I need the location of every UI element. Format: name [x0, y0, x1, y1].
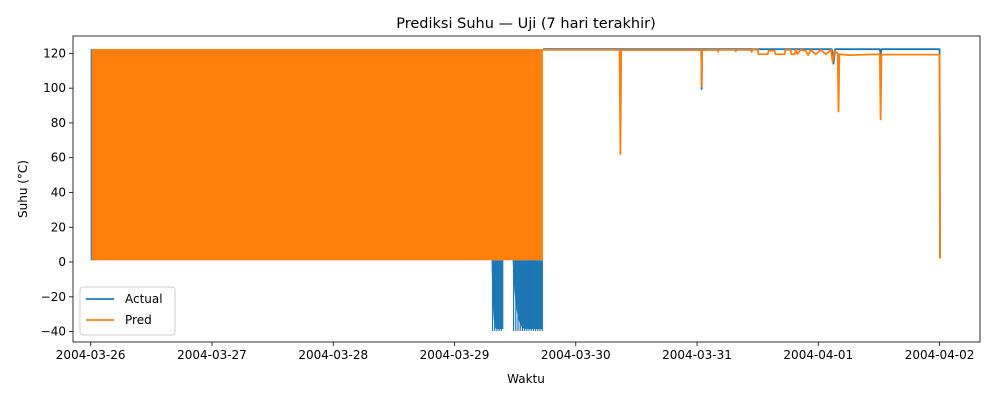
- y-tick-label: 20: [51, 220, 66, 234]
- legend-label-actual: Actual: [125, 292, 163, 306]
- noisy-band-layer: [90, 49, 543, 331]
- x-axis: 2004-03-26 2004-03-27 2004-03-28 2004-03-29…: [56, 342, 975, 362]
- plot-frame: [72, 35, 981, 343]
- x-tick-label: 2004-03-28: [298, 348, 368, 362]
- y-tick-label: 60: [51, 151, 66, 165]
- y-tick-label: 0: [58, 255, 66, 269]
- y-axis: −40 −20 0 20 40 60 80 100 120: [41, 46, 73, 339]
- x-tick-label: 2004-03-27: [177, 348, 247, 362]
- y-tick-label: 120: [43, 46, 66, 60]
- x-tick-label: 2004-03-26: [56, 348, 126, 362]
- series-layer: [542, 48, 941, 259]
- x-tick-label: 2004-03-30: [541, 348, 611, 362]
- x-tick-label: 2004-03-31: [662, 348, 732, 362]
- x-tick-label: 2004-04-01: [783, 348, 853, 362]
- y-tick-label: −40: [41, 325, 66, 339]
- legend: Actual Pred: [79, 286, 176, 336]
- chart-title: Prediksi Suhu — Uji (7 hari terakhir): [396, 16, 656, 32]
- y-axis-label: Suhu (°C): [16, 160, 30, 218]
- x-tick-label: 2004-03-29: [420, 348, 490, 362]
- x-tick-label: 2004-04-02: [905, 348, 975, 362]
- pred-noisy-band: [91, 49, 543, 261]
- legend-label-pred: Pred: [125, 313, 152, 327]
- x-axis-label: Waktu: [507, 372, 545, 386]
- y-tick-label: −20: [41, 290, 66, 304]
- y-tick-label: 100: [43, 81, 66, 95]
- y-tick-label: 80: [51, 116, 66, 130]
- y-tick-label: 40: [51, 185, 66, 199]
- series-line-pred: [542, 48, 941, 259]
